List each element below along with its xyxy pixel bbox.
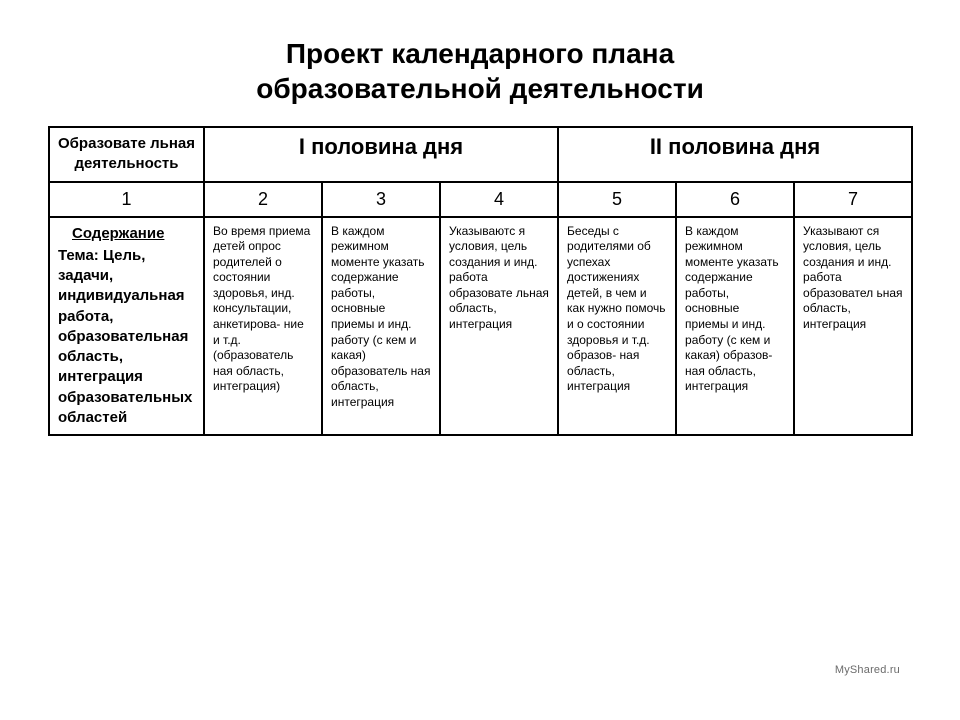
content-cell: В каждом режимном моменте указать содерж… bbox=[322, 217, 440, 436]
content-subtext: Тема: Цель, задачи, индивидуальная работ… bbox=[58, 247, 192, 426]
content-cell: Указывают ся условия, цель создания и ин… bbox=[794, 217, 912, 436]
col-number: 5 bbox=[558, 182, 676, 217]
content-heading: Содержание bbox=[72, 224, 164, 244]
slide: Проект календарного плана образовательно… bbox=[0, 0, 960, 720]
title-line-2: образовательной деятельности bbox=[256, 73, 704, 104]
content-row-label: Содержание Тема: Цель, задачи, индивидуа… bbox=[49, 217, 204, 436]
col-number: 4 bbox=[440, 182, 558, 217]
watermark: MyShared.ru bbox=[835, 664, 900, 676]
header-second-half: II половина дня bbox=[558, 127, 912, 182]
slide-title: Проект календарного плана образовательно… bbox=[48, 36, 912, 106]
col-number: 1 bbox=[49, 182, 204, 217]
header-activity: Образовате льная деятельность bbox=[49, 127, 204, 182]
col-number: 2 bbox=[204, 182, 322, 217]
col-number: 6 bbox=[676, 182, 794, 217]
title-line-1: Проект календарного плана bbox=[286, 38, 674, 69]
plan-table: Образовате льная деятельность I половина… bbox=[48, 126, 913, 436]
table-header-row: Образовате льная деятельность I половина… bbox=[49, 127, 912, 182]
content-cell: В каждом режимном моменте указать содерж… bbox=[676, 217, 794, 436]
content-cell: Беседы с родителями об успехах достижени… bbox=[558, 217, 676, 436]
content-cell: Указываютс я условия, цель создания и ин… bbox=[440, 217, 558, 436]
table-number-row: 1 2 3 4 5 6 7 bbox=[49, 182, 912, 217]
col-number: 7 bbox=[794, 182, 912, 217]
col-number: 3 bbox=[322, 182, 440, 217]
content-cell: Во время приема детей опрос родителей о … bbox=[204, 217, 322, 436]
table-content-row: Содержание Тема: Цель, задачи, индивидуа… bbox=[49, 217, 912, 436]
header-first-half: I половина дня bbox=[204, 127, 558, 182]
